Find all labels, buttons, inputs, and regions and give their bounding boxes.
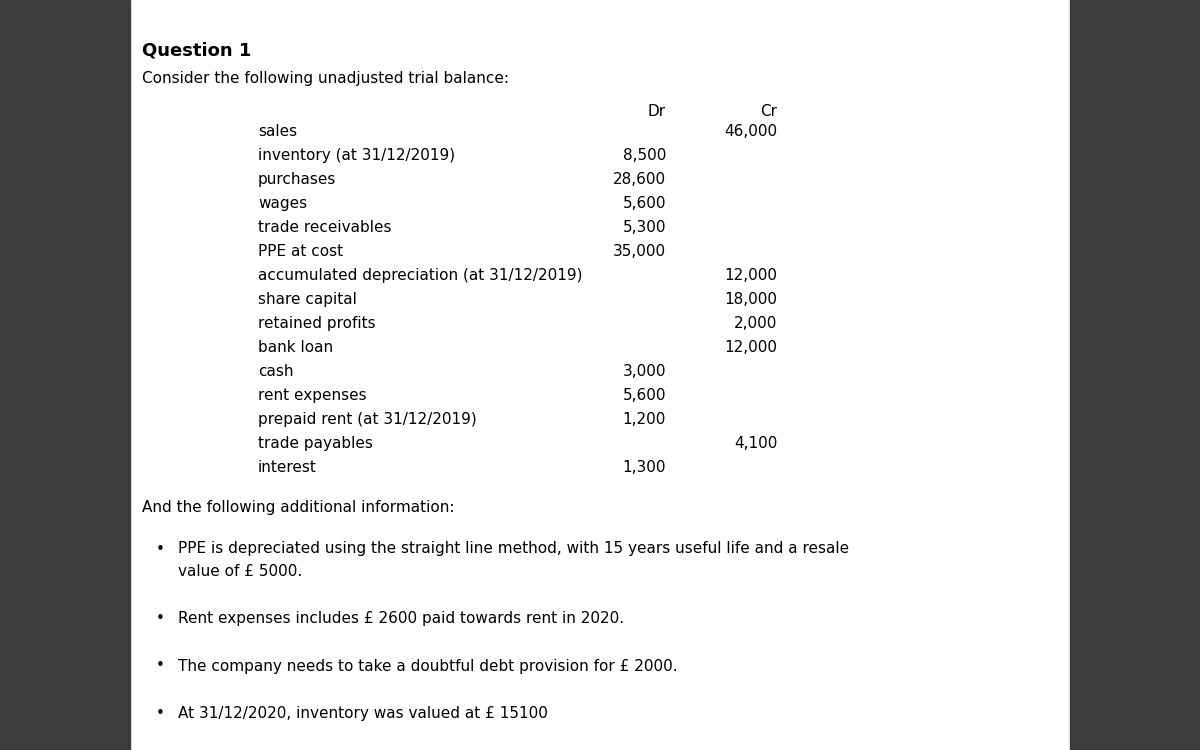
Text: •: • [156, 542, 164, 556]
Text: 5,600: 5,600 [623, 388, 666, 403]
Text: 28,600: 28,600 [613, 172, 666, 187]
Text: 18,000: 18,000 [725, 292, 778, 307]
Text: wages: wages [258, 196, 307, 211]
Text: 5,600: 5,600 [623, 196, 666, 211]
Text: •: • [156, 658, 164, 674]
Text: •: • [156, 706, 164, 721]
Text: sales: sales [258, 124, 298, 139]
Text: 8,500: 8,500 [623, 148, 666, 163]
Text: trade receivables: trade receivables [258, 220, 391, 235]
Text: Consider the following unadjusted trial balance:: Consider the following unadjusted trial … [142, 71, 509, 86]
Text: PPE is depreciated using the straight line method, with 15 years useful life and: PPE is depreciated using the straight li… [178, 542, 848, 556]
Text: 1,300: 1,300 [623, 460, 666, 475]
Text: •: • [156, 611, 164, 626]
Text: 46,000: 46,000 [725, 124, 778, 139]
Text: 5,300: 5,300 [623, 220, 666, 235]
Text: value of £ 5000.: value of £ 5000. [178, 564, 302, 579]
Text: And the following additional information:: And the following additional information… [142, 500, 454, 515]
Text: purchases: purchases [258, 172, 336, 187]
Text: Dr: Dr [648, 104, 666, 118]
Text: Cr: Cr [761, 104, 778, 118]
Text: 12,000: 12,000 [725, 268, 778, 283]
Text: cash: cash [258, 364, 294, 379]
Text: 12,000: 12,000 [725, 340, 778, 355]
Text: 1,200: 1,200 [623, 412, 666, 427]
Text: trade payables: trade payables [258, 436, 373, 451]
Text: At 31/12/2020, inventory was valued at £ 15100: At 31/12/2020, inventory was valued at £… [178, 706, 547, 721]
Text: inventory (at 31/12/2019): inventory (at 31/12/2019) [258, 148, 455, 163]
Text: 3,000: 3,000 [623, 364, 666, 379]
Text: share capital: share capital [258, 292, 356, 307]
Text: retained profits: retained profits [258, 316, 376, 331]
Text: 4,100: 4,100 [734, 436, 778, 451]
Text: interest: interest [258, 460, 317, 475]
Text: The company needs to take a doubtful debt provision for £ 2000.: The company needs to take a doubtful deb… [178, 658, 677, 674]
Text: Rent expenses includes £ 2600 paid towards rent in 2020.: Rent expenses includes £ 2600 paid towar… [178, 611, 624, 626]
Text: 35,000: 35,000 [613, 244, 666, 259]
Text: accumulated depreciation (at 31/12/2019): accumulated depreciation (at 31/12/2019) [258, 268, 582, 283]
Text: prepaid rent (at 31/12/2019): prepaid rent (at 31/12/2019) [258, 412, 476, 427]
Text: rent expenses: rent expenses [258, 388, 367, 403]
Text: bank loan: bank loan [258, 340, 334, 355]
Text: Question 1: Question 1 [142, 41, 251, 59]
Text: 2,000: 2,000 [734, 316, 778, 331]
Text: PPE at cost: PPE at cost [258, 244, 343, 259]
